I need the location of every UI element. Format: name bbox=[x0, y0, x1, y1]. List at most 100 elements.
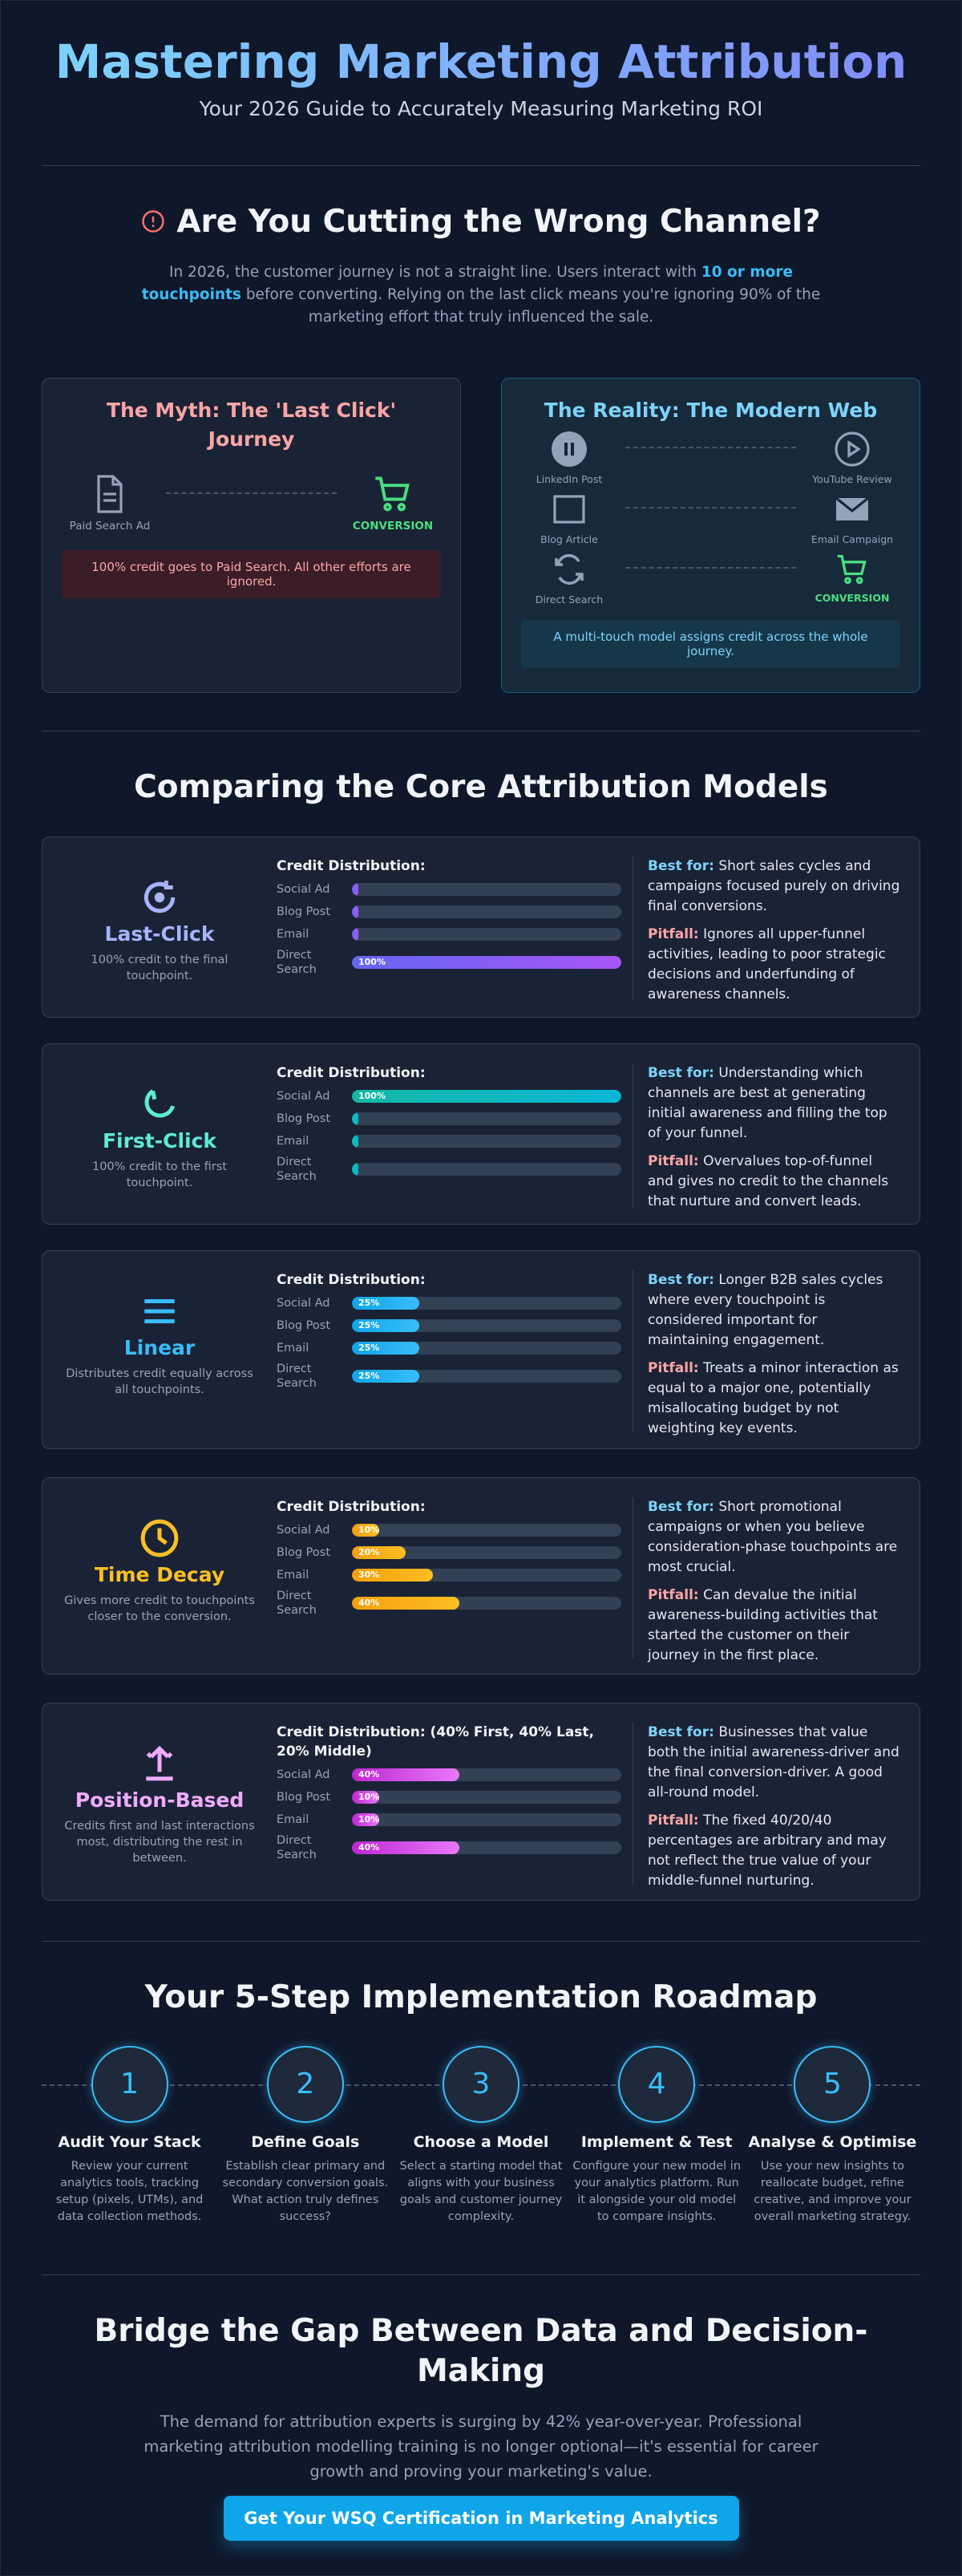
section-heading: Your 5-Step Implementation Roadmap bbox=[144, 1979, 818, 2015]
bar-label: 40% bbox=[358, 1768, 380, 1780]
bar bbox=[352, 1162, 358, 1176]
model-card: Time Decay Gives more credit to touchpoin… bbox=[42, 1476, 920, 1675]
model-summary: First-Click 100% credit to the first touc… bbox=[42, 1044, 277, 1224]
bar-label: 25% bbox=[358, 1342, 380, 1353]
icon-graphic bbox=[97, 474, 123, 513]
icon-graphic bbox=[552, 431, 587, 467]
label: Best for: bbox=[648, 1498, 714, 1515]
model-name: Linear bbox=[123, 1335, 196, 1359]
icon-graphic bbox=[375, 476, 410, 511]
model-icon bbox=[42, 1518, 277, 1558]
step-title: Define Goals bbox=[251, 2132, 360, 2151]
bar-label: 100% bbox=[358, 956, 386, 967]
section-heading: Are You Cutting the Wrong Channel? bbox=[42, 202, 920, 244]
step-text: Review your current analytics tools, tra… bbox=[55, 2159, 204, 2223]
icon-graphic bbox=[835, 496, 869, 520]
bar: 20% bbox=[352, 1545, 406, 1559]
note: A multi-touch model assigns credit acros… bbox=[521, 619, 900, 668]
icon bbox=[62, 473, 158, 515]
icon-shape bbox=[555, 553, 584, 585]
channel-row: Direct Search 40% bbox=[277, 1589, 621, 1618]
distribution: Credit Distribution: Social Ad 100% Blog Po… bbox=[277, 1044, 633, 1224]
cta-text: The demand for attribution experts is su… bbox=[143, 2412, 819, 2481]
text: Short promotional campaigns or when you … bbox=[648, 1498, 898, 1575]
channel-row: Email 30% bbox=[277, 1566, 621, 1584]
icon-shape bbox=[154, 892, 165, 902]
bar: 10% bbox=[352, 1790, 380, 1804]
model-icon bbox=[42, 1744, 277, 1784]
text: In 2026, the customer journey is not a s… bbox=[168, 263, 701, 281]
channel-row: Direct Search bbox=[277, 1155, 621, 1184]
subtitle: Your 2026 Guide to Accurately Measuring … bbox=[199, 97, 763, 120]
channel-name: Email bbox=[277, 1568, 309, 1582]
text: Understanding which channels are best at… bbox=[648, 1064, 887, 1141]
comparison: The Myth: The 'Last Click' Journey Paid S… bbox=[42, 377, 920, 693]
bar-label: 10% bbox=[358, 1524, 380, 1535]
label: Pitfall: bbox=[648, 925, 699, 942]
text: Businesses that value both the initial a… bbox=[648, 1723, 899, 1800]
best-for: Best for: Short promotional campaigns or… bbox=[648, 1497, 902, 1578]
channel-row: Blog Post bbox=[277, 903, 621, 921]
highlight: 10 or more touchpoints bbox=[141, 263, 793, 303]
label: Best for: bbox=[648, 857, 714, 874]
bar-label: 10% bbox=[358, 1791, 380, 1802]
text: Ignores all upper-funnel activities, lea… bbox=[648, 925, 886, 1002]
bar-track: 25% bbox=[352, 1369, 621, 1383]
step-number: 1 bbox=[91, 2045, 168, 2123]
pitfall: Pitfall: Treats a minor interaction as e… bbox=[648, 1359, 902, 1439]
channel-row: Direct Search 100% bbox=[277, 948, 621, 977]
distribution-title: Credit Distribution: bbox=[277, 1271, 426, 1288]
channel-name: Blog Post bbox=[277, 1545, 330, 1559]
section-heading: Comparing the Core Attribution Models bbox=[134, 768, 828, 805]
channel-name: Direct Search bbox=[277, 1589, 317, 1617]
icon-shape bbox=[564, 442, 568, 456]
icon bbox=[804, 490, 900, 529]
bar: 100% bbox=[352, 955, 621, 969]
bar-track: 40% bbox=[352, 1841, 621, 1854]
channel-row: Email 10% bbox=[277, 1811, 621, 1829]
bar bbox=[352, 1134, 358, 1148]
myth-card: The Myth: The 'Last Click' Journey Paid S… bbox=[42, 377, 461, 693]
bar-track: 25% bbox=[352, 1296, 621, 1310]
icon-shape bbox=[146, 1745, 173, 1780]
distribution: Credit Distribution: (40% First, 40% Las… bbox=[277, 1703, 633, 1900]
distribution-title: Credit Distribution: bbox=[277, 1498, 426, 1515]
channel-row: Direct Search 25% bbox=[277, 1362, 621, 1391]
icon bbox=[804, 430, 900, 468]
text: before converting. Relying on the last c… bbox=[240, 286, 821, 326]
connector bbox=[166, 492, 337, 494]
icon bbox=[521, 490, 617, 529]
channel-row: Direct Search 40% bbox=[277, 1833, 621, 1862]
label: Paid Search Ad bbox=[69, 519, 151, 533]
icon bbox=[521, 430, 617, 468]
bar bbox=[352, 905, 358, 918]
channel-name: Blog Post bbox=[277, 1318, 330, 1332]
main-title: Mastering Marketing Attribution bbox=[42, 33, 920, 91]
best-for: Best for: Businesses that value both the… bbox=[648, 1723, 902, 1803]
channel-name: Social Ad bbox=[277, 1523, 330, 1537]
icon-graphic bbox=[835, 431, 870, 467]
best-for: Best for: Understanding which channels a… bbox=[648, 1063, 902, 1144]
pitfall: Pitfall: Ignores all upper-funnel activi… bbox=[648, 925, 902, 1005]
channel-row: Blog Post 25% bbox=[277, 1317, 621, 1335]
icon-shape bbox=[383, 502, 392, 511]
channel-name: Social Ad bbox=[277, 1296, 330, 1310]
icon-shape bbox=[144, 1298, 175, 1323]
pitfall: Pitfall: Overvalues top-of-funnel and gi… bbox=[648, 1152, 902, 1212]
journey-row: Blog Article Email Campaign bbox=[521, 490, 900, 545]
icon-shape bbox=[855, 576, 863, 584]
cta-button[interactable]: Get Your WSQ Certification in Marketing … bbox=[223, 2495, 739, 2541]
bar bbox=[352, 927, 358, 941]
channel-name: Social Ad bbox=[277, 1089, 330, 1103]
icon-graphic bbox=[555, 553, 584, 585]
icon bbox=[804, 552, 900, 587]
bar: 10% bbox=[352, 1523, 380, 1537]
icon-shape bbox=[144, 1088, 176, 1117]
step-title: Implement & Test bbox=[580, 2132, 733, 2151]
bar-label: 40% bbox=[358, 1841, 380, 1853]
icon-shape bbox=[571, 442, 574, 456]
bar-track: 100% bbox=[352, 955, 621, 969]
website-link[interactable]: https://www.clickacademyasia.com bbox=[42, 2575, 920, 2576]
